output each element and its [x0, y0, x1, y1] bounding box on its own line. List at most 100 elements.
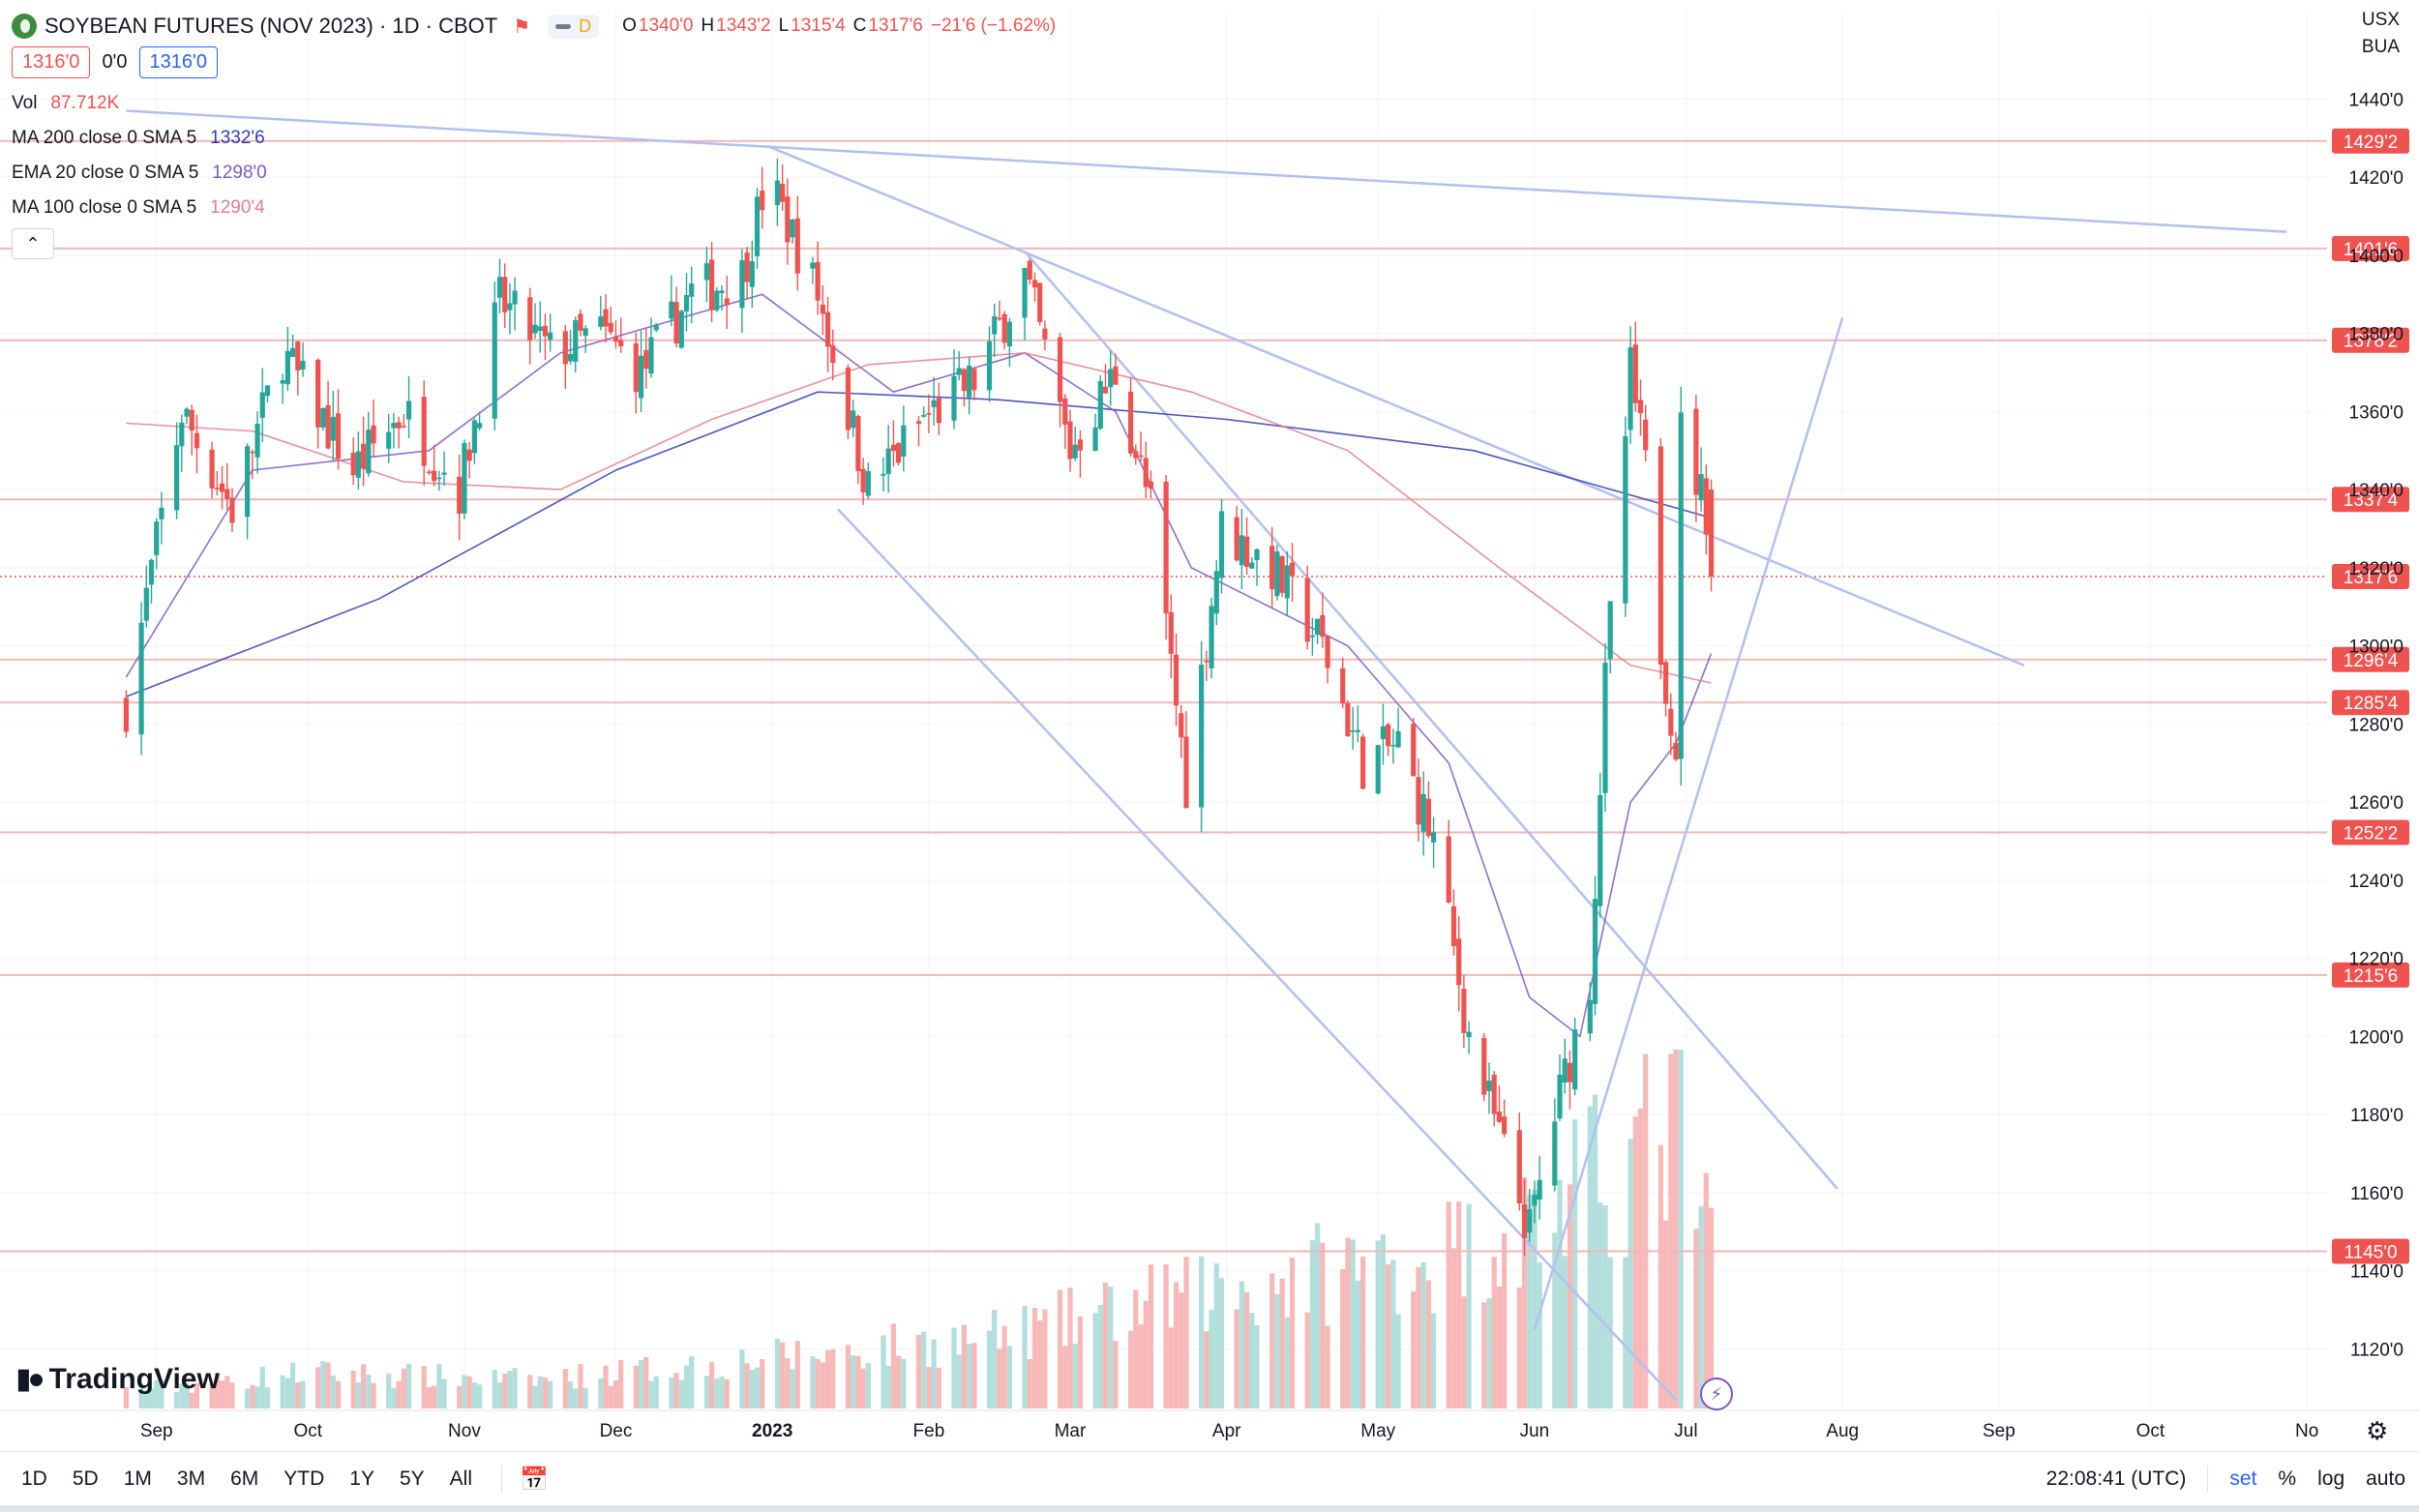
volume-bar	[1239, 1281, 1244, 1408]
volume-bar	[851, 1355, 856, 1408]
volume-bar	[986, 1330, 993, 1408]
x-tick-label: Jun	[1520, 1421, 1550, 1441]
candle-body	[361, 443, 367, 469]
volume-bar	[1527, 1195, 1533, 1408]
volume-bar	[1698, 1205, 1704, 1408]
symbol-title[interactable]: SOYBEAN FUTURES (NOV 2023) · 1D · CBOT	[45, 14, 498, 38]
chart-grid	[0, 12, 2419, 1411]
buy-button[interactable]: 1316'0	[138, 46, 218, 78]
currency-selector[interactable]: USX	[2361, 10, 2400, 30]
volume-bar	[1315, 1223, 1321, 1408]
candle-body	[1027, 260, 1032, 281]
volume-bar	[810, 1355, 816, 1408]
level-label-box	[2332, 962, 2409, 988]
session-toggle[interactable]: set	[2229, 1468, 2257, 1490]
volume-bar	[1359, 1256, 1366, 1408]
candle-body	[300, 360, 306, 370]
percent-toggle[interactable]: %	[2278, 1468, 2297, 1490]
price-axis[interactable]: 1440'0 1420'0 1400'0 1380'0 1360'0 1340'0 1320…	[2349, 90, 2404, 1360]
candle-body	[441, 472, 447, 475]
auto-toggle[interactable]: auto	[2366, 1468, 2405, 1490]
volume-bar	[1355, 1280, 1360, 1408]
volume-bar	[1502, 1232, 1508, 1408]
volume-bar	[739, 1349, 745, 1408]
candle-body	[1213, 571, 1219, 614]
trend-line	[1024, 251, 1838, 1190]
candle-body	[1320, 614, 1326, 637]
gear-icon[interactable]: ⚙	[2366, 1416, 2389, 1445]
level-label-box	[2332, 1238, 2409, 1264]
volume-bar	[1325, 1325, 1330, 1408]
candle-body	[1173, 654, 1180, 706]
volume-bar	[573, 1388, 579, 1408]
candle-body	[714, 290, 720, 311]
unit-selector[interactable]: BUA	[2361, 37, 2400, 57]
candle-body	[173, 445, 180, 511]
candle-body	[1179, 713, 1184, 738]
range-button[interactable]: 3M	[176, 1468, 206, 1490]
candle-body	[1446, 836, 1451, 903]
lightning-icon[interactable]: ⚡	[1700, 1378, 1733, 1410]
candle-body	[184, 408, 190, 417]
range-button[interactable]: 5Y	[399, 1468, 425, 1490]
range-button[interactable]: All	[449, 1468, 472, 1490]
market-status-pill[interactable]: D	[548, 14, 600, 39]
volume-bar	[1532, 1189, 1538, 1408]
volume-bar	[289, 1362, 296, 1408]
time-axis[interactable]: Sep Oct Nov Dec 2023 Feb Mar Apr May Jun Jul Aug Sep…	[140, 1421, 2318, 1441]
volume-bar	[1643, 1053, 1649, 1408]
volume-bar	[1022, 1305, 1028, 1408]
tradingview-logo[interactable]: ▮● TradingView	[15, 1362, 220, 1396]
calendar-icon[interactable]: 📅	[520, 1466, 549, 1493]
volume-bar	[956, 1354, 962, 1408]
candle-body	[1637, 400, 1644, 414]
sell-button[interactable]: 1316'0	[12, 46, 91, 78]
candle-body	[638, 355, 644, 399]
candle-body	[860, 468, 866, 493]
candle-body	[1006, 321, 1012, 347]
volume-bar	[396, 1380, 402, 1408]
candle-body	[1623, 435, 1628, 604]
candle-body	[1678, 412, 1684, 759]
range-button[interactable]: 5D	[72, 1468, 99, 1490]
volume-bar	[315, 1367, 321, 1408]
candle-body	[931, 400, 937, 407]
volume-bar	[1446, 1201, 1451, 1408]
range-button[interactable]: 1Y	[349, 1468, 374, 1490]
volume-bar	[432, 1385, 437, 1408]
flag-icon[interactable]: ⚑	[513, 15, 531, 38]
candle-body	[1067, 421, 1073, 460]
trade-row: 1316'0 0'0 1316'0	[12, 46, 218, 78]
volume-bar	[1204, 1331, 1210, 1408]
candle-body	[219, 483, 225, 492]
log-toggle[interactable]: log	[2317, 1468, 2345, 1490]
collapse-legend-button[interactable]: ⌃	[12, 228, 54, 259]
candle-body	[1325, 636, 1330, 668]
volume-bar	[173, 1391, 180, 1408]
candle-body	[1022, 268, 1028, 318]
volume-bar	[507, 1371, 513, 1408]
candle-body	[956, 368, 962, 375]
candle-body	[1657, 446, 1663, 665]
volume-bar	[1183, 1257, 1189, 1408]
legend-volume[interactable]: Vol 87.712K	[12, 93, 120, 113]
candle-body	[810, 262, 816, 269]
legend-ma200[interactable]: MA 200 close 0 SMA 5 1332'6	[12, 128, 265, 148]
legend-ma100[interactable]: MA 100 close 0 SMA 5 1290'4	[12, 197, 265, 218]
price-chart[interactable]: 1429'2 1401'6 1378'2 1337'4 1296'4 1285'4 1252…	[0, 0, 2419, 1451]
range-button[interactable]: 1D	[21, 1468, 47, 1490]
volume-bar	[830, 1349, 836, 1408]
legend-ema20[interactable]: EMA 20 close 0 SMA 5 1298'0	[12, 163, 267, 183]
range-button[interactable]: 6M	[230, 1468, 259, 1490]
range-button[interactable]: YTD	[284, 1468, 325, 1490]
range-button[interactable]: 1M	[123, 1468, 152, 1490]
volume-bar	[471, 1382, 477, 1408]
market-closed-icon	[555, 23, 572, 29]
level-label-box	[2332, 128, 2409, 154]
candle-body	[507, 303, 513, 311]
candle-body	[1607, 601, 1613, 660]
clock-readout[interactable]: 22:08:41 (UTC)	[2046, 1468, 2187, 1490]
candle-body	[851, 410, 856, 429]
candle-body	[457, 476, 463, 514]
candle-body	[1274, 551, 1280, 597]
